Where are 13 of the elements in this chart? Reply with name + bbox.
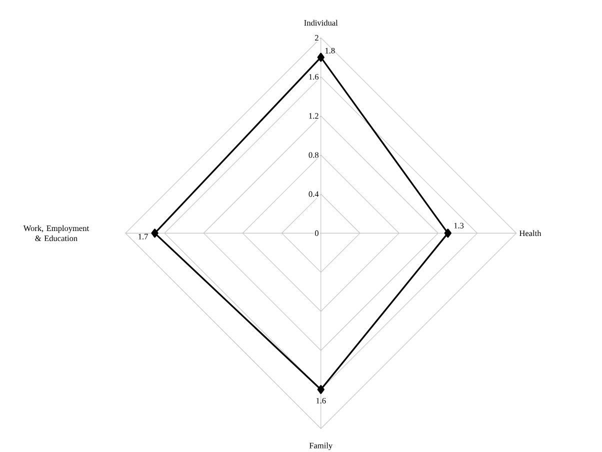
y-tick-label: 0.4 [308, 191, 319, 198]
y-tick-label: 0 [314, 230, 318, 236]
spoke-label: Work, Employment & Education [23, 225, 90, 242]
y-tick-label: 1.2 [309, 113, 318, 119]
y-tick-label: 0.8 [308, 152, 318, 158]
spoke-label: Family [309, 442, 333, 450]
data-label: 1.8 [325, 48, 335, 54]
spoke-label: Individual [304, 20, 338, 26]
y-tick-label: 1.6 [309, 74, 319, 80]
data-label: 1.3 [454, 223, 464, 229]
y-tick-label: 2 [315, 35, 318, 41]
spoke-label: Health [519, 230, 542, 236]
data-label: 1.7 [138, 234, 148, 240]
